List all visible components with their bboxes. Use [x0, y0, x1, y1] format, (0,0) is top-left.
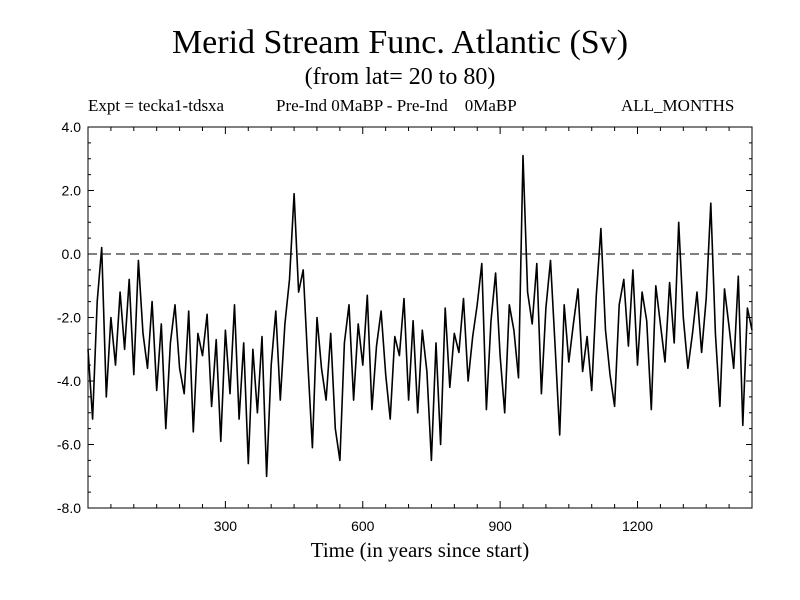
- chart-subtitle: (from lat= 20 to 80): [304, 64, 496, 90]
- y-tick-label: -6.0: [57, 437, 81, 453]
- y-tick-label: -4.0: [57, 373, 81, 389]
- series-line-0: [87, 154, 753, 478]
- y-tick-label: 2.0: [62, 183, 82, 199]
- y-tick-label: 4.0: [62, 119, 82, 135]
- series-layer: [87, 154, 753, 478]
- ticks-layer: 4.0 2.0 0.0 -2.0 -4.0 -6.0 -8.0 300 600 900 1200: [57, 119, 752, 534]
- y-tick-label: -2.0: [57, 310, 81, 326]
- x-tick-label: 1200: [622, 518, 653, 534]
- x-tick-label: 300: [214, 518, 238, 534]
- x-tick-label: 600: [351, 518, 375, 534]
- x-axis-label: Time (in years since start): [310, 538, 530, 562]
- x-tick-label: 900: [488, 518, 512, 534]
- y-tick-label: -8.0: [57, 500, 81, 516]
- y-tick-label: 0.0: [62, 246, 82, 262]
- comparison-label: Pre-Ind 0MaBP - Pre-Ind 0MaBP: [276, 96, 517, 115]
- experiment-label: Expt = tecka1-tdsxa: [88, 96, 225, 115]
- chart-title: Merid Stream Func. Atlantic (Sv): [171, 24, 629, 61]
- period-label: ALL_MONTHS: [621, 96, 735, 115]
